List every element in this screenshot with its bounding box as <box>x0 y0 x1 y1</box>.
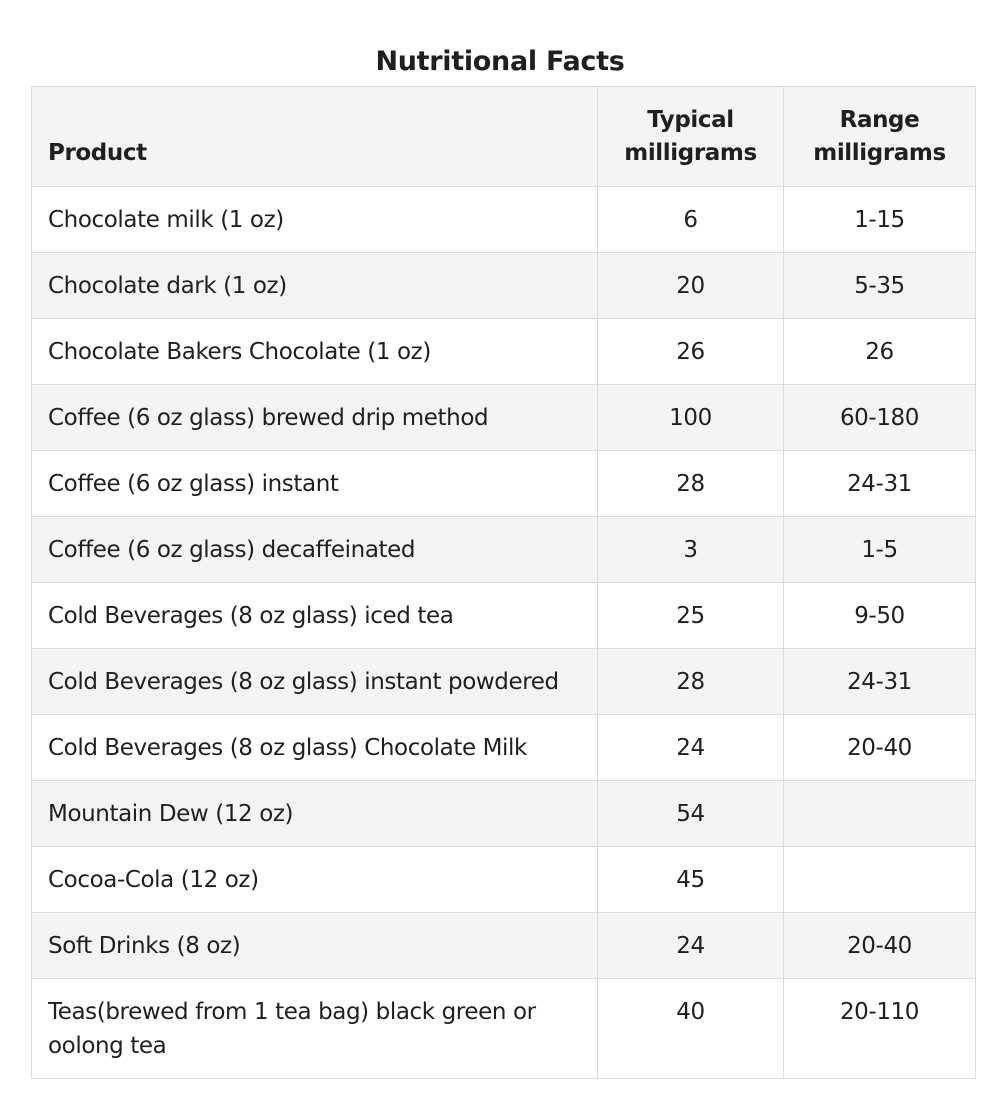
product-cell: Soft Drinks (8 oz) <box>31 912 598 979</box>
typical-cell: 28 <box>597 450 784 517</box>
range-cell: 1-15 <box>783 186 976 253</box>
typical-cell: 26 <box>597 318 784 385</box>
product-cell: Cocoa-Cola (12 oz) <box>31 846 598 913</box>
range-cell: 20-40 <box>783 714 976 781</box>
table-row: Coffee (6 oz glass) brewed drip method 1… <box>31 384 976 451</box>
typical-cell: 24 <box>597 714 784 781</box>
product-cell: Teas(brewed from 1 tea bag) black green … <box>31 978 598 1079</box>
nutrition-table: Product Typical milligrams Range milligr… <box>31 86 976 1079</box>
table-row: Soft Drinks (8 oz) 24 20-40 <box>31 912 976 979</box>
range-cell: 20-110 <box>783 978 976 1079</box>
product-cell: Chocolate dark (1 oz) <box>31 252 598 319</box>
table-row: Coffee (6 oz glass) decaffeinated 3 1-5 <box>31 516 976 583</box>
table-row: Chocolate dark (1 oz) 20 5-35 <box>31 252 976 319</box>
range-cell: 24-31 <box>783 450 976 517</box>
product-cell: Coffee (6 oz glass) decaffeinated <box>31 516 598 583</box>
table-caption: Nutritional Facts <box>375 46 625 77</box>
range-cell: 24-31 <box>783 648 976 715</box>
typical-cell: 25 <box>597 582 784 649</box>
product-cell: Coffee (6 oz glass) instant <box>31 450 598 517</box>
typical-cell: 6 <box>597 186 784 253</box>
table-row: Cold Beverages (8 oz glass) iced tea 25 … <box>31 582 976 649</box>
typical-cell: 28 <box>597 648 784 715</box>
range-cell: 1-5 <box>783 516 976 583</box>
typical-cell: 24 <box>597 912 784 979</box>
header-row: Product Typical milligrams Range milligr… <box>31 86 976 187</box>
range-cell: 60-180 <box>783 384 976 451</box>
product-cell: Chocolate milk (1 oz) <box>31 186 598 253</box>
column-header-range: Range milligrams <box>783 86 976 187</box>
table-row: Mountain Dew (12 oz) 54 <box>31 780 976 847</box>
table-row: Cold Beverages (8 oz glass) instant powd… <box>31 648 976 715</box>
product-cell: Cold Beverages (8 oz glass) iced tea <box>31 582 598 649</box>
typical-cell: 40 <box>597 978 784 1079</box>
typical-cell: 20 <box>597 252 784 319</box>
range-cell <box>783 846 976 913</box>
table-row: Cocoa-Cola (12 oz) 45 <box>31 846 976 913</box>
range-cell: 20-40 <box>783 912 976 979</box>
typical-cell: 54 <box>597 780 784 847</box>
typical-cell: 100 <box>597 384 784 451</box>
range-cell: 5-35 <box>783 252 976 319</box>
table-row: Chocolate Bakers Chocolate (1 oz) 26 26 <box>31 318 976 385</box>
table-row: Teas(brewed from 1 tea bag) black green … <box>31 978 976 1079</box>
typical-cell: 45 <box>597 846 784 913</box>
product-cell: Chocolate Bakers Chocolate (1 oz) <box>31 318 598 385</box>
column-header-product: Product <box>31 86 598 187</box>
table-row: Chocolate milk (1 oz) 6 1-15 <box>31 186 976 253</box>
product-cell: Coffee (6 oz glass) brewed drip method <box>31 384 598 451</box>
product-cell: Cold Beverages (8 oz glass) instant powd… <box>31 648 598 715</box>
table-row: Cold Beverages (8 oz glass) Chocolate Mi… <box>31 714 976 781</box>
range-cell: 26 <box>783 318 976 385</box>
product-cell: Cold Beverages (8 oz glass) Chocolate Mi… <box>31 714 598 781</box>
range-cell: 9-50 <box>783 582 976 649</box>
column-header-typical: Typical milligrams <box>597 86 784 187</box>
table-row: Coffee (6 oz glass) instant 28 24-31 <box>31 450 976 517</box>
product-cell: Mountain Dew (12 oz) <box>31 780 598 847</box>
range-cell <box>783 780 976 847</box>
typical-cell: 3 <box>597 516 784 583</box>
